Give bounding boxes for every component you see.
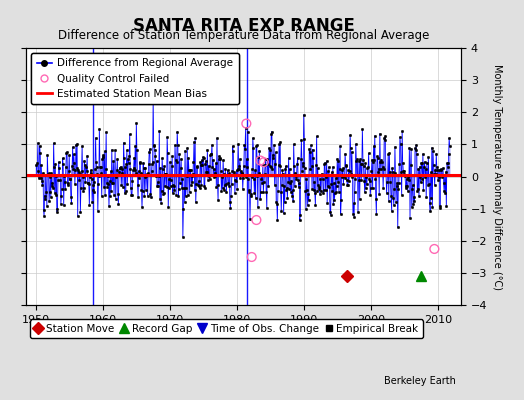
Point — [256, 157, 265, 164]
Legend: Station Move, Record Gap, Time of Obs. Change, Empirical Break: Station Move, Record Gap, Time of Obs. C… — [30, 320, 422, 338]
Point — [430, 246, 439, 252]
Point — [259, 159, 268, 165]
Legend: Difference from Regional Average, Quality Control Failed, Estimated Station Mean: Difference from Regional Average, Qualit… — [31, 53, 238, 104]
Point — [242, 120, 250, 127]
Text: Berkeley Earth: Berkeley Earth — [384, 376, 456, 386]
Text: SANTA RITA EXP RANGE: SANTA RITA EXP RANGE — [133, 17, 355, 35]
Point — [247, 254, 256, 260]
Y-axis label: Monthly Temperature Anomaly Difference (°C): Monthly Temperature Anomaly Difference (… — [492, 64, 501, 290]
Text: Difference of Station Temperature Data from Regional Average: Difference of Station Temperature Data f… — [58, 29, 429, 42]
Point — [252, 217, 260, 223]
